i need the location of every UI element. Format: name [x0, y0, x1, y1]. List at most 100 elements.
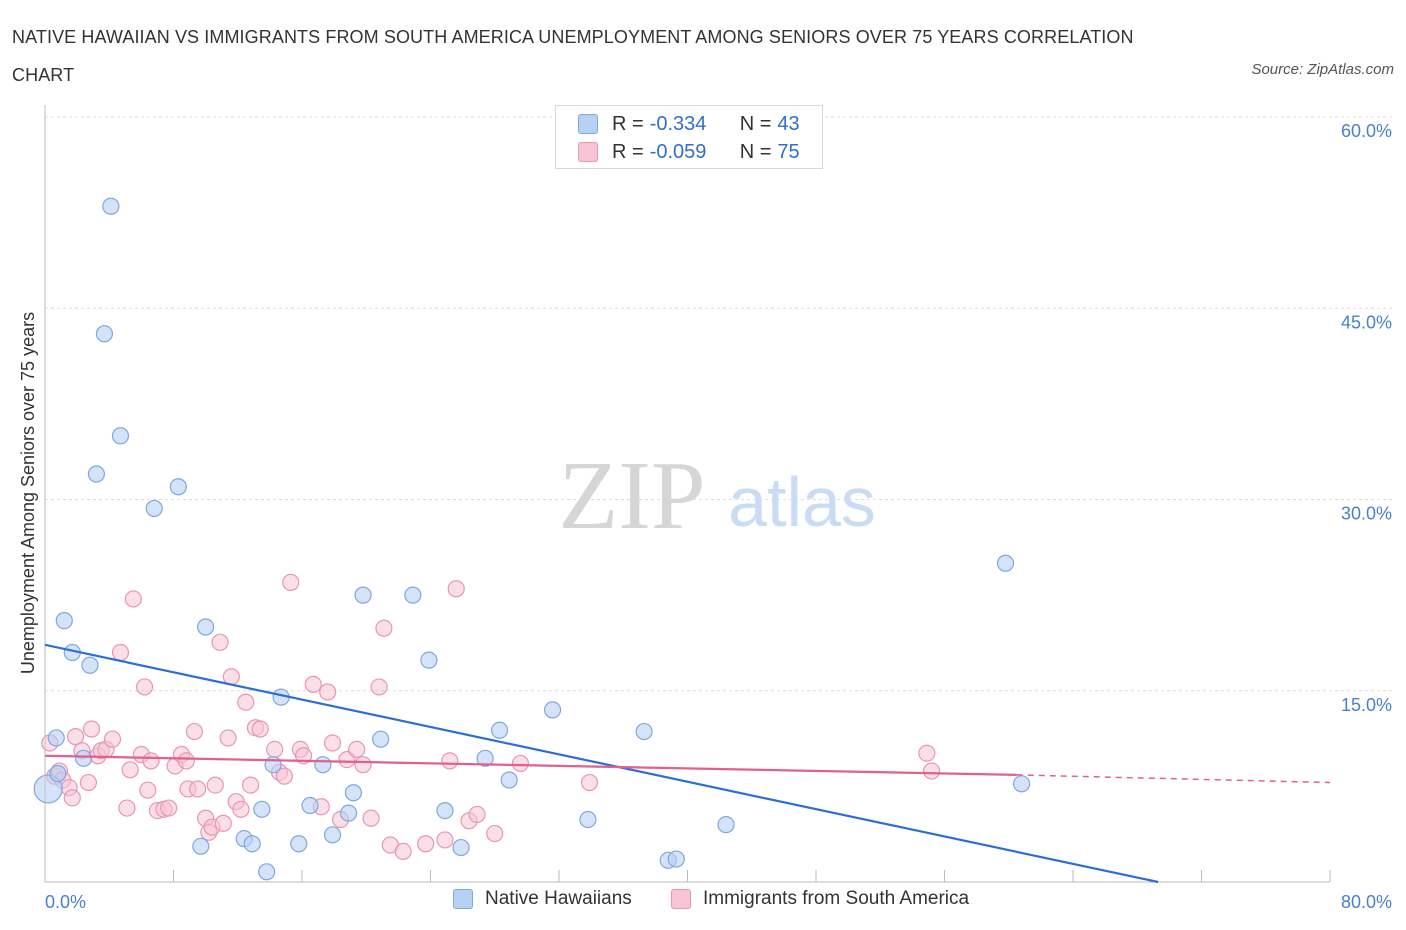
data-point-native-hawaiians	[33, 774, 63, 804]
data-point-immigrants	[188, 780, 207, 798]
data-point-immigrants	[185, 722, 203, 741]
data-point-native-hawaiians	[301, 796, 319, 815]
data-point-native-hawaiians	[81, 656, 99, 674]
y-tick-label: 45.0%	[1341, 312, 1392, 332]
gridlines	[45, 116, 1392, 692]
data-point-native-hawaiians	[404, 586, 422, 604]
data-point-native-hawaiians	[996, 554, 1015, 572]
data-point-native-hawaiians	[243, 835, 261, 853]
data-point-native-hawaiians	[55, 612, 73, 630]
legend-swatch-pink	[671, 889, 691, 909]
data-point-immigrants	[304, 675, 322, 693]
data-point-native-hawaiians	[253, 800, 271, 818]
correlation-legend: R = -0.334 N = 43 R = -0.059 N = 75	[555, 105, 823, 169]
y-tick-label: 60.0%	[1341, 121, 1392, 141]
legend-r-value: -0.059	[649, 140, 707, 163]
data-point-immigrants	[266, 740, 284, 759]
watermark-atlas: atlas	[728, 463, 876, 541]
y-tick-label: 30.0%	[1341, 504, 1392, 524]
data-point-immigrants	[135, 678, 154, 696]
data-point-native-hawaiians	[323, 826, 342, 844]
trend-lines	[44, 643, 1331, 884]
data-point-immigrants	[486, 824, 504, 843]
data-point-native-hawaiians	[314, 756, 332, 774]
legend-label: Immigrants from South America	[703, 888, 970, 909]
series-legend: Native Hawaiians Immigrants from South A…	[0, 888, 1406, 916]
trend-line-native-hawaiians	[44, 643, 1159, 884]
data-point-immigrants	[214, 814, 232, 832]
legend-label: Native Hawaiians	[485, 888, 632, 909]
legend-r-value: -0.334	[649, 112, 707, 135]
legend-n-value: 75	[777, 140, 800, 163]
data-point-immigrants	[232, 800, 250, 818]
legend-swatch-blue	[578, 114, 598, 134]
legend-n-value: 43	[777, 112, 800, 135]
data-point-immigrants	[79, 773, 97, 792]
data-point-native-hawaiians	[1012, 775, 1031, 793]
data-point-immigrants	[251, 720, 269, 738]
data-point-native-hawaiians	[169, 478, 187, 496]
legend-item-native-hawaiians[interactable]: Native Hawaiians	[453, 888, 632, 910]
data-point-native-hawaiians	[95, 325, 114, 343]
data-point-native-hawaiians	[87, 465, 106, 483]
data-point-immigrants	[362, 809, 380, 827]
data-point-native-hawaiians	[145, 499, 163, 518]
data-point-native-hawaiians	[102, 197, 120, 215]
tick-labels: 15.0% 30.0% 45.0% 60.0% 0.0% 80.0%	[45, 121, 1392, 912]
legend-r-label: R =	[612, 112, 644, 135]
data-point-immigrants	[348, 740, 366, 759]
data-point-native-hawaiians	[635, 722, 653, 741]
data-point-immigrants	[237, 693, 255, 711]
data-point-immigrants	[394, 842, 412, 861]
legend-row-native-hawaiians: R = -0.334 N = 43	[578, 111, 800, 137]
x-tick-label: 0.0%	[45, 892, 86, 912]
data-point-immigrants	[66, 728, 85, 746]
watermark-zip: ZIP	[559, 442, 706, 550]
x-tick-label: 80.0%	[1341, 892, 1392, 912]
data-point-immigrants	[447, 580, 465, 598]
data-point-immigrants	[211, 633, 229, 651]
data-point-immigrants	[219, 729, 237, 747]
data-point-native-hawaiians	[74, 749, 93, 767]
data-point-immigrants	[118, 799, 136, 817]
data-point-immigrants	[177, 752, 195, 770]
watermark: ZIP atlas	[559, 442, 876, 550]
data-point-immigrants	[275, 767, 293, 785]
data-point-native-hawaiians	[49, 765, 67, 783]
data-point-immigrants	[370, 678, 388, 696]
data-point-native-hawaiians	[543, 701, 562, 719]
y-axis-label: Unemployment Among Seniors over 75 years	[18, 312, 38, 674]
data-point-native-hawaiians	[579, 810, 597, 829]
data-point-immigrants	[160, 799, 178, 817]
y-tick-label: 15.0%	[1341, 695, 1392, 715]
data-point-immigrants	[142, 752, 160, 770]
legend-row-immigrants: R = -0.059 N = 75	[578, 139, 800, 165]
legend-swatch-pink	[578, 142, 598, 162]
trend-line-immigrants	[44, 754, 1017, 776]
data-point-native-hawaiians	[667, 850, 685, 868]
legend-n-label: N =	[739, 112, 772, 135]
trend-line-immigrants-extension	[1016, 774, 1331, 784]
data-point-immigrants	[436, 831, 454, 849]
legend-n-label: N =	[739, 140, 772, 163]
data-point-immigrants	[511, 754, 530, 773]
data-point-immigrants	[441, 752, 459, 770]
legend-item-immigrants[interactable]: Immigrants from South America	[671, 888, 969, 910]
axes	[44, 105, 1331, 883]
data-point-immigrants	[468, 805, 486, 824]
data-point-immigrants	[206, 776, 224, 794]
data-point-native-hawaiians	[339, 804, 358, 822]
data-point-immigrants	[918, 744, 936, 762]
data-point-immigrants	[354, 756, 372, 774]
data-point-native-hawaiians	[354, 586, 372, 604]
data-point-native-hawaiians	[420, 651, 438, 669]
data-point-native-hawaiians	[717, 816, 735, 834]
data-point-immigrants	[82, 720, 101, 738]
data-point-immigrants	[139, 781, 157, 799]
series-native-hawaiians-points	[33, 197, 1031, 881]
series-immigrants-points	[41, 573, 941, 861]
data-point-native-hawaiians	[197, 618, 215, 636]
data-point-native-hawaiians	[490, 721, 509, 739]
data-point-immigrants	[124, 590, 142, 608]
